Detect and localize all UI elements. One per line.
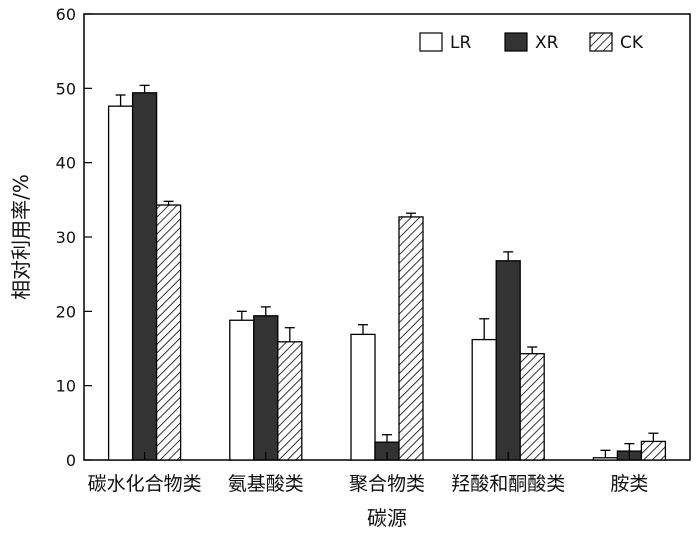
bar-ck <box>640 440 667 461</box>
x-tick-label: 羟酸和酮酸类 <box>451 473 565 495</box>
bar-lr <box>229 319 255 461</box>
legend-label-ck: CK <box>620 33 644 53</box>
x-axis-title: 碳源 <box>367 506 407 530</box>
legend-label-lr: LR <box>450 33 471 53</box>
bar-lr <box>107 105 134 461</box>
y-tick-label: 40 <box>56 154 76 173</box>
y-tick-label: 50 <box>56 79 76 98</box>
bar-xr <box>495 260 521 461</box>
bar-xr <box>253 315 279 461</box>
x-tick-label: 胺类 <box>610 473 648 495</box>
bar-series-group <box>107 84 667 461</box>
x-tick-label: 碳水化合物类 <box>88 473 202 495</box>
y-axis: 0 10 20 30 40 50 60 <box>56 5 92 470</box>
bar-ck <box>519 353 545 461</box>
legend-swatch-xr <box>504 32 528 52</box>
x-tick-label: 氨基酸类 <box>228 473 304 495</box>
y-axis-title: 相对利用率/% <box>9 174 33 300</box>
legend: LR XR CK <box>419 32 644 53</box>
y-tick-label: 10 <box>56 377 76 396</box>
x-axis: 碳水化合物类 氨基酸类 聚合物类 羟酸和酮酸类 胺类 <box>88 452 648 495</box>
bar-lr <box>592 457 619 461</box>
legend-swatch-ck <box>589 32 613 52</box>
legend-swatch-lr <box>419 32 443 52</box>
legend-label-xr: XR <box>535 33 559 53</box>
y-tick-label: 30 <box>56 228 76 247</box>
x-tick-label: 聚合物类 <box>349 473 425 495</box>
bar-ck <box>277 341 303 461</box>
bar-lr <box>350 333 376 461</box>
y-tick-label: 20 <box>56 302 76 321</box>
bar-ck <box>155 204 182 461</box>
bar-lr <box>471 338 497 461</box>
bar-xr <box>131 92 158 461</box>
bar-ck <box>398 216 424 461</box>
y-tick-label: 60 <box>56 5 76 24</box>
y-tick-label: 0 <box>66 451 76 470</box>
